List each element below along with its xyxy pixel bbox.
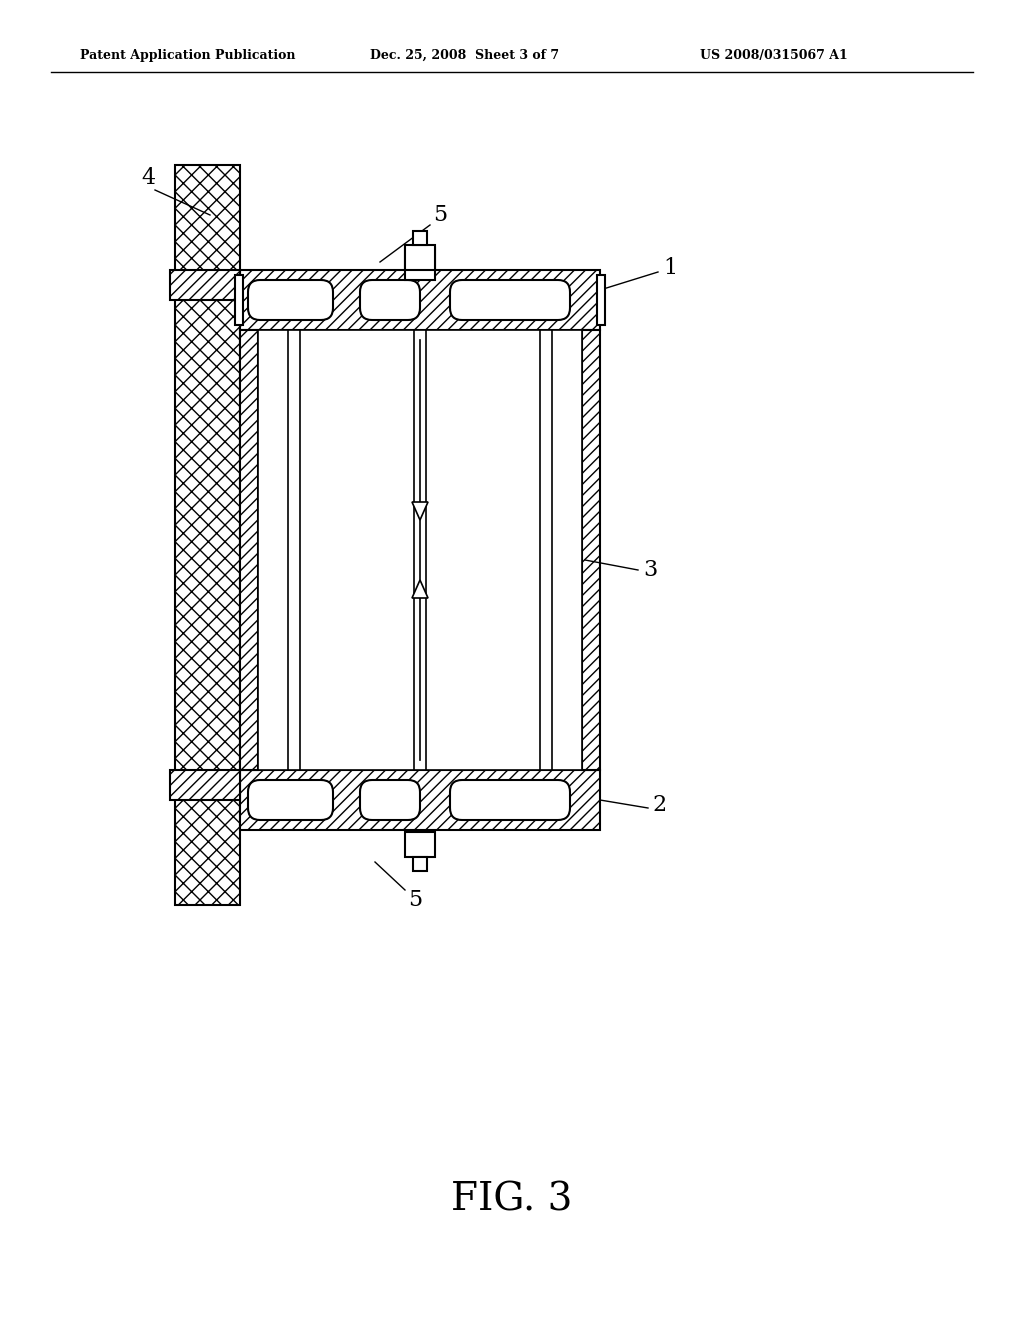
Polygon shape [412,579,428,598]
FancyBboxPatch shape [248,780,333,820]
FancyBboxPatch shape [360,780,420,820]
Text: US 2008/0315067 A1: US 2008/0315067 A1 [700,49,848,62]
Text: 2: 2 [653,795,667,816]
Bar [170,770,240,800]
Text: Patent Application Publication: Patent Application Publication [80,49,296,62]
FancyBboxPatch shape [360,280,420,319]
Bar [413,231,427,246]
Bar [240,271,600,330]
Bar [288,330,300,770]
Bar [406,832,435,857]
Text: 4: 4 [141,168,155,189]
Polygon shape [412,502,428,520]
Bar [175,165,240,906]
Bar [170,271,240,300]
Text: Dec. 25, 2008  Sheet 3 of 7: Dec. 25, 2008 Sheet 3 of 7 [370,49,559,62]
Bar [406,246,435,271]
Text: 1: 1 [663,257,677,279]
Bar [258,330,582,770]
Text: FIG. 3: FIG. 3 [452,1181,572,1218]
Text: 3: 3 [643,558,657,581]
Bar [582,330,600,770]
Text: 5: 5 [408,888,422,911]
Bar [540,330,552,770]
Bar [240,770,600,830]
Text: 5: 5 [433,205,447,226]
Bar [413,857,427,871]
Bar [414,330,426,770]
FancyBboxPatch shape [450,780,570,820]
Bar [240,330,258,770]
FancyBboxPatch shape [248,280,333,319]
Bar [406,248,435,280]
Bar [234,275,243,325]
Bar [597,275,605,325]
FancyBboxPatch shape [450,280,570,319]
